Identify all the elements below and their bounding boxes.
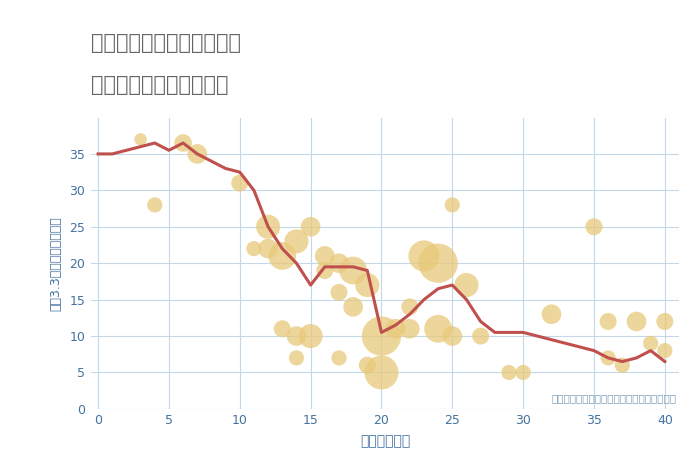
- Text: 円の大きさは、取引のあった物件面積を示す: 円の大きさは、取引のあった物件面積を示す: [551, 393, 676, 403]
- Point: [390, 325, 401, 333]
- Point: [276, 325, 288, 333]
- Point: [475, 332, 486, 340]
- Point: [404, 303, 415, 311]
- Point: [248, 245, 260, 252]
- Point: [135, 135, 146, 143]
- Text: 築年数別中古戸建て価格: 築年数別中古戸建て価格: [91, 75, 228, 95]
- Point: [645, 339, 657, 347]
- Point: [333, 289, 344, 296]
- Point: [617, 361, 628, 369]
- Point: [178, 139, 189, 147]
- Point: [376, 368, 387, 376]
- Point: [603, 354, 614, 362]
- Point: [461, 281, 472, 289]
- Point: [290, 332, 302, 340]
- X-axis label: 築年数（年）: 築年数（年）: [360, 434, 410, 448]
- Point: [546, 310, 557, 318]
- Point: [376, 332, 387, 340]
- Point: [290, 238, 302, 245]
- Point: [503, 368, 514, 376]
- Point: [659, 347, 671, 354]
- Point: [517, 368, 528, 376]
- Point: [347, 267, 358, 274]
- Point: [603, 318, 614, 325]
- Point: [262, 245, 274, 252]
- Point: [447, 201, 458, 209]
- Point: [589, 223, 600, 231]
- Point: [419, 252, 430, 259]
- Point: [447, 332, 458, 340]
- Point: [433, 325, 444, 333]
- Point: [404, 325, 415, 333]
- Point: [319, 267, 330, 274]
- Point: [305, 332, 316, 340]
- Point: [347, 303, 358, 311]
- Point: [333, 259, 344, 267]
- Point: [276, 252, 288, 259]
- Text: 岐阜県郡上市高鷲町大鷲の: 岐阜県郡上市高鷲町大鷲の: [91, 33, 241, 53]
- Point: [262, 223, 274, 231]
- Point: [659, 318, 671, 325]
- Point: [290, 354, 302, 362]
- Point: [631, 318, 642, 325]
- Point: [192, 150, 203, 158]
- Point: [149, 201, 160, 209]
- Point: [234, 179, 246, 187]
- Point: [333, 354, 344, 362]
- Y-axis label: 坪（3.3㎡）単価（万円）: 坪（3.3㎡）単価（万円）: [50, 216, 62, 311]
- Point: [362, 281, 373, 289]
- Point: [305, 223, 316, 231]
- Point: [433, 259, 444, 267]
- Point: [319, 252, 330, 259]
- Point: [362, 361, 373, 369]
